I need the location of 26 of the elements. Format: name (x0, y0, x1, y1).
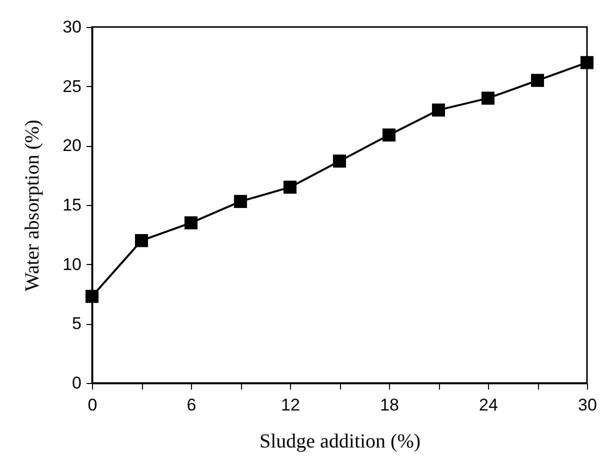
x-axis-title: Sludge addition (%) (259, 430, 421, 452)
y-tick-label: 10 (62, 254, 82, 274)
point (234, 194, 248, 208)
point (530, 74, 544, 87)
point (332, 154, 346, 168)
x-tick-label: 0 (88, 396, 98, 414)
point (481, 92, 495, 105)
point (184, 216, 198, 230)
y-tick-label: 5 (72, 314, 82, 334)
point (382, 128, 396, 142)
y-tick-label: 20 (62, 136, 82, 156)
point (580, 56, 594, 70)
x-tick-label: 18 (380, 396, 399, 414)
point (283, 180, 297, 194)
point (134, 234, 148, 248)
point (85, 290, 99, 303)
x-tick-label: 12 (281, 396, 300, 414)
y-tick-label: 0 (72, 374, 82, 392)
x-tick-label: 24 (479, 396, 498, 414)
y-tick-label: 30 (62, 18, 82, 36)
point (432, 104, 446, 117)
y-tick-label: 25 (62, 76, 82, 96)
x-tick-label: 30 (578, 396, 597, 414)
x-tick-label: 6 (186, 396, 196, 414)
y-axis-title: Water absorption (%) (22, 120, 44, 292)
y-tick-label: 15 (62, 196, 82, 214)
